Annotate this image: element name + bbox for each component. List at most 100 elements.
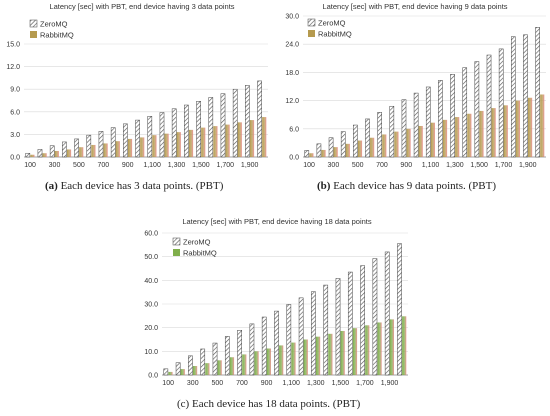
x-tick-label: 1,500	[192, 162, 210, 169]
bar-rabbitmq	[66, 149, 72, 157]
bar-zeromq	[425, 86, 431, 158]
y-tick-label: 0.0	[148, 373, 158, 380]
bar-zeromq	[328, 137, 334, 158]
bar-zeromq	[389, 105, 395, 158]
bar-rabbitmq	[321, 149, 326, 157]
legend-swatch-rabbitmq	[173, 249, 180, 256]
bar-zeromq	[123, 123, 128, 158]
bar-zeromq	[25, 152, 31, 158]
bar-zeromq	[163, 368, 169, 376]
x-tick-label: 300	[49, 162, 61, 169]
x-tick-label: 1,700	[356, 380, 374, 387]
bar-zeromq	[347, 271, 353, 376]
chart-a: Latency [sec] with PBT, end device havin…	[0, 0, 275, 175]
bar-zeromq	[384, 251, 390, 376]
x-tick-label: 500	[212, 380, 224, 387]
bar-zeromq	[535, 27, 540, 158]
bar-rabbitmq	[540, 94, 545, 157]
bar-zeromq	[274, 310, 279, 376]
chart-c-svg: Latency [sec] with PBT, end device havin…	[144, 217, 408, 387]
bar-rabbitmq	[442, 119, 448, 157]
bar-zeromq	[237, 330, 242, 376]
y-tick-label: 18.0	[285, 70, 299, 77]
bar-rabbitmq	[188, 129, 194, 157]
bar-zeromq	[486, 54, 492, 158]
y-tick-label: 0.0	[10, 155, 20, 162]
bar-rabbitmq	[316, 336, 321, 375]
caption-c-text: Each device has 18 data points. (PBT)	[189, 398, 361, 410]
bar-rabbitmq	[225, 124, 230, 157]
bar-rabbitmq	[42, 153, 47, 157]
bar-rabbitmq	[491, 108, 496, 157]
bar-zeromq	[98, 131, 104, 158]
chart-title: Latency [sec] with PBT, end device havin…	[49, 2, 234, 11]
x-tick-label: 1,300	[446, 162, 464, 169]
y-tick-label: 12.0	[285, 98, 299, 105]
chart-c: Latency [sec] with PBT, end device havin…	[135, 212, 415, 392]
bar-zeromq	[340, 131, 346, 158]
x-tick-label: 1,100	[282, 380, 300, 387]
bar-zeromq	[232, 88, 238, 158]
y-tick-label: 3.0	[10, 132, 20, 139]
x-tick-label: 1,900	[519, 162, 537, 169]
bar-rabbitmq	[217, 360, 222, 375]
y-tick-label: 6.0	[289, 126, 299, 133]
bar-rabbitmq	[152, 135, 157, 157]
bar-zeromq	[74, 138, 79, 158]
caption-a-letter: (a)	[45, 180, 58, 192]
bar-rabbitmq	[455, 117, 460, 157]
bar-zeromq	[365, 118, 370, 158]
bar-zeromq	[212, 342, 218, 376]
bar-zeromq	[397, 243, 402, 376]
bar-zeromq	[413, 92, 419, 158]
chart-title: Latency [sec] with PBT, end device havin…	[182, 217, 372, 226]
bar-rabbitmq	[201, 127, 206, 157]
bar-rabbitmq	[467, 113, 472, 157]
bar-rabbitmq	[205, 363, 210, 375]
caption-a-text: Each device has 3 data points. (PBT)	[57, 180, 224, 192]
bar-rabbitmq	[528, 97, 533, 157]
bar-zeromq	[523, 34, 528, 158]
y-tick-label: 40.0	[144, 278, 158, 285]
bar-rabbitmq	[418, 125, 423, 157]
x-tick-label: 1,100	[143, 162, 161, 169]
bar-zeromq	[311, 291, 316, 376]
bar-zeromq	[462, 67, 468, 158]
bar-rabbitmq	[229, 357, 235, 375]
bar-rabbitmq	[328, 333, 333, 375]
bar-zeromq	[298, 297, 304, 376]
legend-label-rabbitmq: RabbitMQ	[318, 30, 352, 39]
legend-label-rabbitmq: RabbitMQ	[183, 249, 217, 258]
legend-label-zeromq: ZeroMQ	[40, 20, 68, 29]
bar-zeromq	[438, 80, 443, 158]
bar-rabbitmq	[176, 132, 181, 157]
caption-c-letter: (c)	[177, 398, 190, 410]
bar-rabbitmq	[249, 120, 255, 157]
bar-zeromq	[196, 101, 201, 158]
bar-rabbitmq	[168, 371, 173, 375]
legend-swatch-rabbitmq	[30, 31, 37, 38]
bar-rabbitmq	[91, 144, 96, 157]
caption-b-text: Each device has 9 data points. (PBT)	[330, 180, 497, 192]
x-tick-label: 100	[303, 162, 315, 169]
x-tick-label: 900	[261, 380, 273, 387]
bar-rabbitmq	[479, 110, 484, 157]
bar-zeromq	[171, 108, 177, 158]
caption-b: (b) Each device has 9 data points. (PBT)	[317, 180, 496, 192]
bar-zeromq	[175, 362, 181, 376]
bar-rabbitmq	[382, 134, 387, 157]
bar-zeromq	[220, 93, 226, 158]
bar-zeromq	[159, 112, 165, 158]
bar-zeromq	[372, 258, 378, 376]
legend-swatch-rabbitmq	[308, 30, 315, 37]
y-tick-label: 24.0	[285, 42, 299, 49]
caption-c: (c) Each device has 18 data points. (PBT…	[177, 398, 360, 410]
legend-swatch-zeromq	[29, 19, 38, 28]
x-tick-label: 300	[328, 162, 340, 169]
y-tick-label: 15.0	[6, 42, 20, 49]
bar-rabbitmq	[254, 351, 259, 375]
x-tick-label: 1,900	[241, 162, 259, 169]
bar-rabbitmq	[503, 105, 508, 157]
x-tick-label: 700	[376, 162, 388, 169]
bar-zeromq	[353, 124, 358, 158]
